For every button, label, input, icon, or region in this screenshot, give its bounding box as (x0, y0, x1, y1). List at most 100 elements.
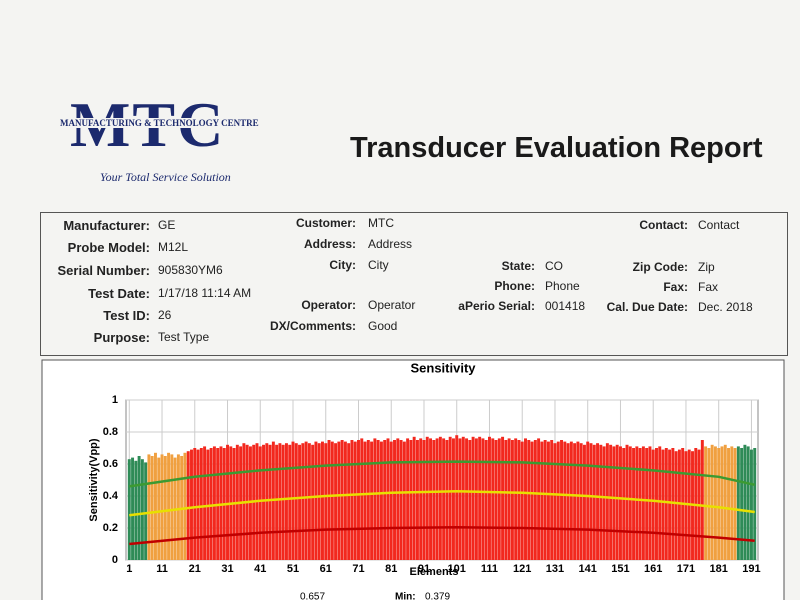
bar (193, 448, 197, 560)
bar (376, 440, 380, 560)
bar (317, 443, 321, 560)
chart-title: Sensitivity (410, 360, 476, 375)
y-tick-label: 0.2 (103, 522, 118, 534)
bar (713, 446, 717, 560)
bar (510, 440, 514, 560)
x-tick-label: 121 (513, 563, 531, 575)
bar (612, 446, 616, 560)
field-label: Phone: (494, 279, 535, 293)
bar (393, 440, 396, 560)
bar (740, 448, 744, 560)
bar (569, 441, 573, 560)
bar (150, 456, 154, 560)
bar (183, 452, 187, 560)
bar (353, 441, 357, 560)
bar (658, 446, 662, 560)
bar (163, 456, 167, 560)
bar (533, 440, 537, 560)
x-tick-label: 161 (644, 563, 662, 575)
field-label: Probe Model: (67, 240, 150, 255)
bar (301, 443, 305, 560)
bar (546, 441, 550, 560)
bar (579, 443, 583, 560)
y-tick-label: 1 (112, 394, 118, 406)
bar (262, 444, 266, 560)
bar (599, 444, 603, 560)
bar (321, 441, 324, 560)
bar (540, 441, 544, 560)
bar (704, 446, 708, 560)
field-value: Fax (698, 280, 719, 294)
bar (471, 436, 475, 560)
bar (700, 440, 704, 560)
x-tick-label: 21 (189, 563, 201, 575)
bar (435, 438, 439, 560)
bar (733, 448, 737, 560)
bar (386, 438, 390, 560)
bar (432, 440, 436, 560)
x-tick-label: 91 (418, 563, 430, 575)
bar (527, 440, 531, 560)
bar (324, 443, 328, 560)
bar (294, 443, 298, 560)
x-tick-label: 191 (742, 563, 760, 575)
bar (278, 443, 282, 560)
bar (671, 448, 675, 560)
x-tick-label: 81 (385, 563, 397, 575)
bar (625, 444, 629, 560)
bar (707, 448, 711, 560)
x-tick-label: 51 (287, 563, 299, 575)
bar (275, 444, 279, 560)
bar (602, 446, 606, 560)
x-tick-label: 131 (546, 563, 564, 575)
bar (582, 444, 586, 560)
y-axis-label: Sensitivity(Vpp) (88, 438, 100, 521)
bar (190, 449, 193, 560)
bar (337, 441, 341, 560)
bar (203, 446, 207, 560)
info-box (40, 212, 788, 356)
field-label: Operator: (301, 298, 356, 312)
bar (360, 438, 364, 560)
bar (491, 438, 495, 560)
field-label: Cal. Due Date: (606, 300, 688, 314)
bar (455, 435, 459, 560)
bar (488, 436, 491, 560)
field-value: 001418 (545, 299, 586, 313)
bar (383, 440, 387, 560)
bar (327, 440, 331, 560)
bar (127, 459, 131, 560)
bar (596, 443, 600, 560)
bar (160, 454, 164, 560)
bar (684, 451, 688, 560)
bar (537, 438, 541, 560)
bar (553, 443, 557, 560)
bar (560, 440, 563, 560)
bar (674, 451, 678, 560)
threshold-line (129, 525, 755, 546)
bar (481, 438, 485, 560)
bar (635, 446, 639, 560)
bar (605, 443, 609, 560)
bar (284, 443, 288, 560)
bar (448, 436, 452, 560)
bar (461, 436, 465, 560)
bar (497, 438, 501, 560)
bar (396, 438, 400, 560)
bar (334, 443, 338, 560)
bar (710, 444, 714, 560)
bar (563, 441, 567, 560)
bar (556, 441, 560, 560)
footer-min-label: Min: (395, 592, 416, 600)
field-value: Phone (545, 279, 580, 293)
bar (389, 441, 393, 560)
bar (586, 441, 590, 560)
field-label: Purpose: (93, 330, 150, 345)
field-value: 1/17/18 11:14 AM (158, 286, 252, 300)
bar (543, 440, 547, 560)
bar (743, 444, 747, 560)
bar (720, 446, 724, 560)
bar (438, 436, 442, 560)
bar (419, 438, 423, 560)
